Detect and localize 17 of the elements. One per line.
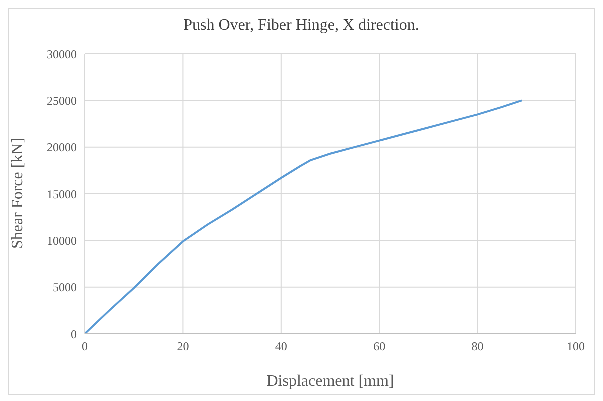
chart-title: Push Over, Fiber Hinge, X direction. — [182, 17, 420, 35]
y-tick-label: 30000 — [47, 47, 77, 62]
y-tick-label: 25000 — [47, 94, 77, 108]
y-tick-label: 5000 — [53, 280, 77, 295]
line-series — [85, 100, 523, 334]
x-tick-label: 80 — [472, 340, 484, 354]
x-tick-label: 0 — [82, 340, 88, 354]
y-tick-label: 10000 — [47, 234, 77, 248]
x-tick-label: 60 — [374, 340, 386, 354]
x-tick-label: 100 — [567, 340, 585, 354]
y-tick-label: 15000 — [47, 187, 77, 202]
x-tick-label: 20 — [177, 340, 190, 354]
x-axis-title: Displacement [mm] — [266, 373, 394, 390]
y-axis-title: Shear Force [kN] — [10, 138, 27, 249]
y-tick-label: 0 — [71, 327, 77, 342]
y-tick-label: 20000 — [47, 140, 77, 155]
x-tick-label: 40 — [275, 340, 288, 354]
